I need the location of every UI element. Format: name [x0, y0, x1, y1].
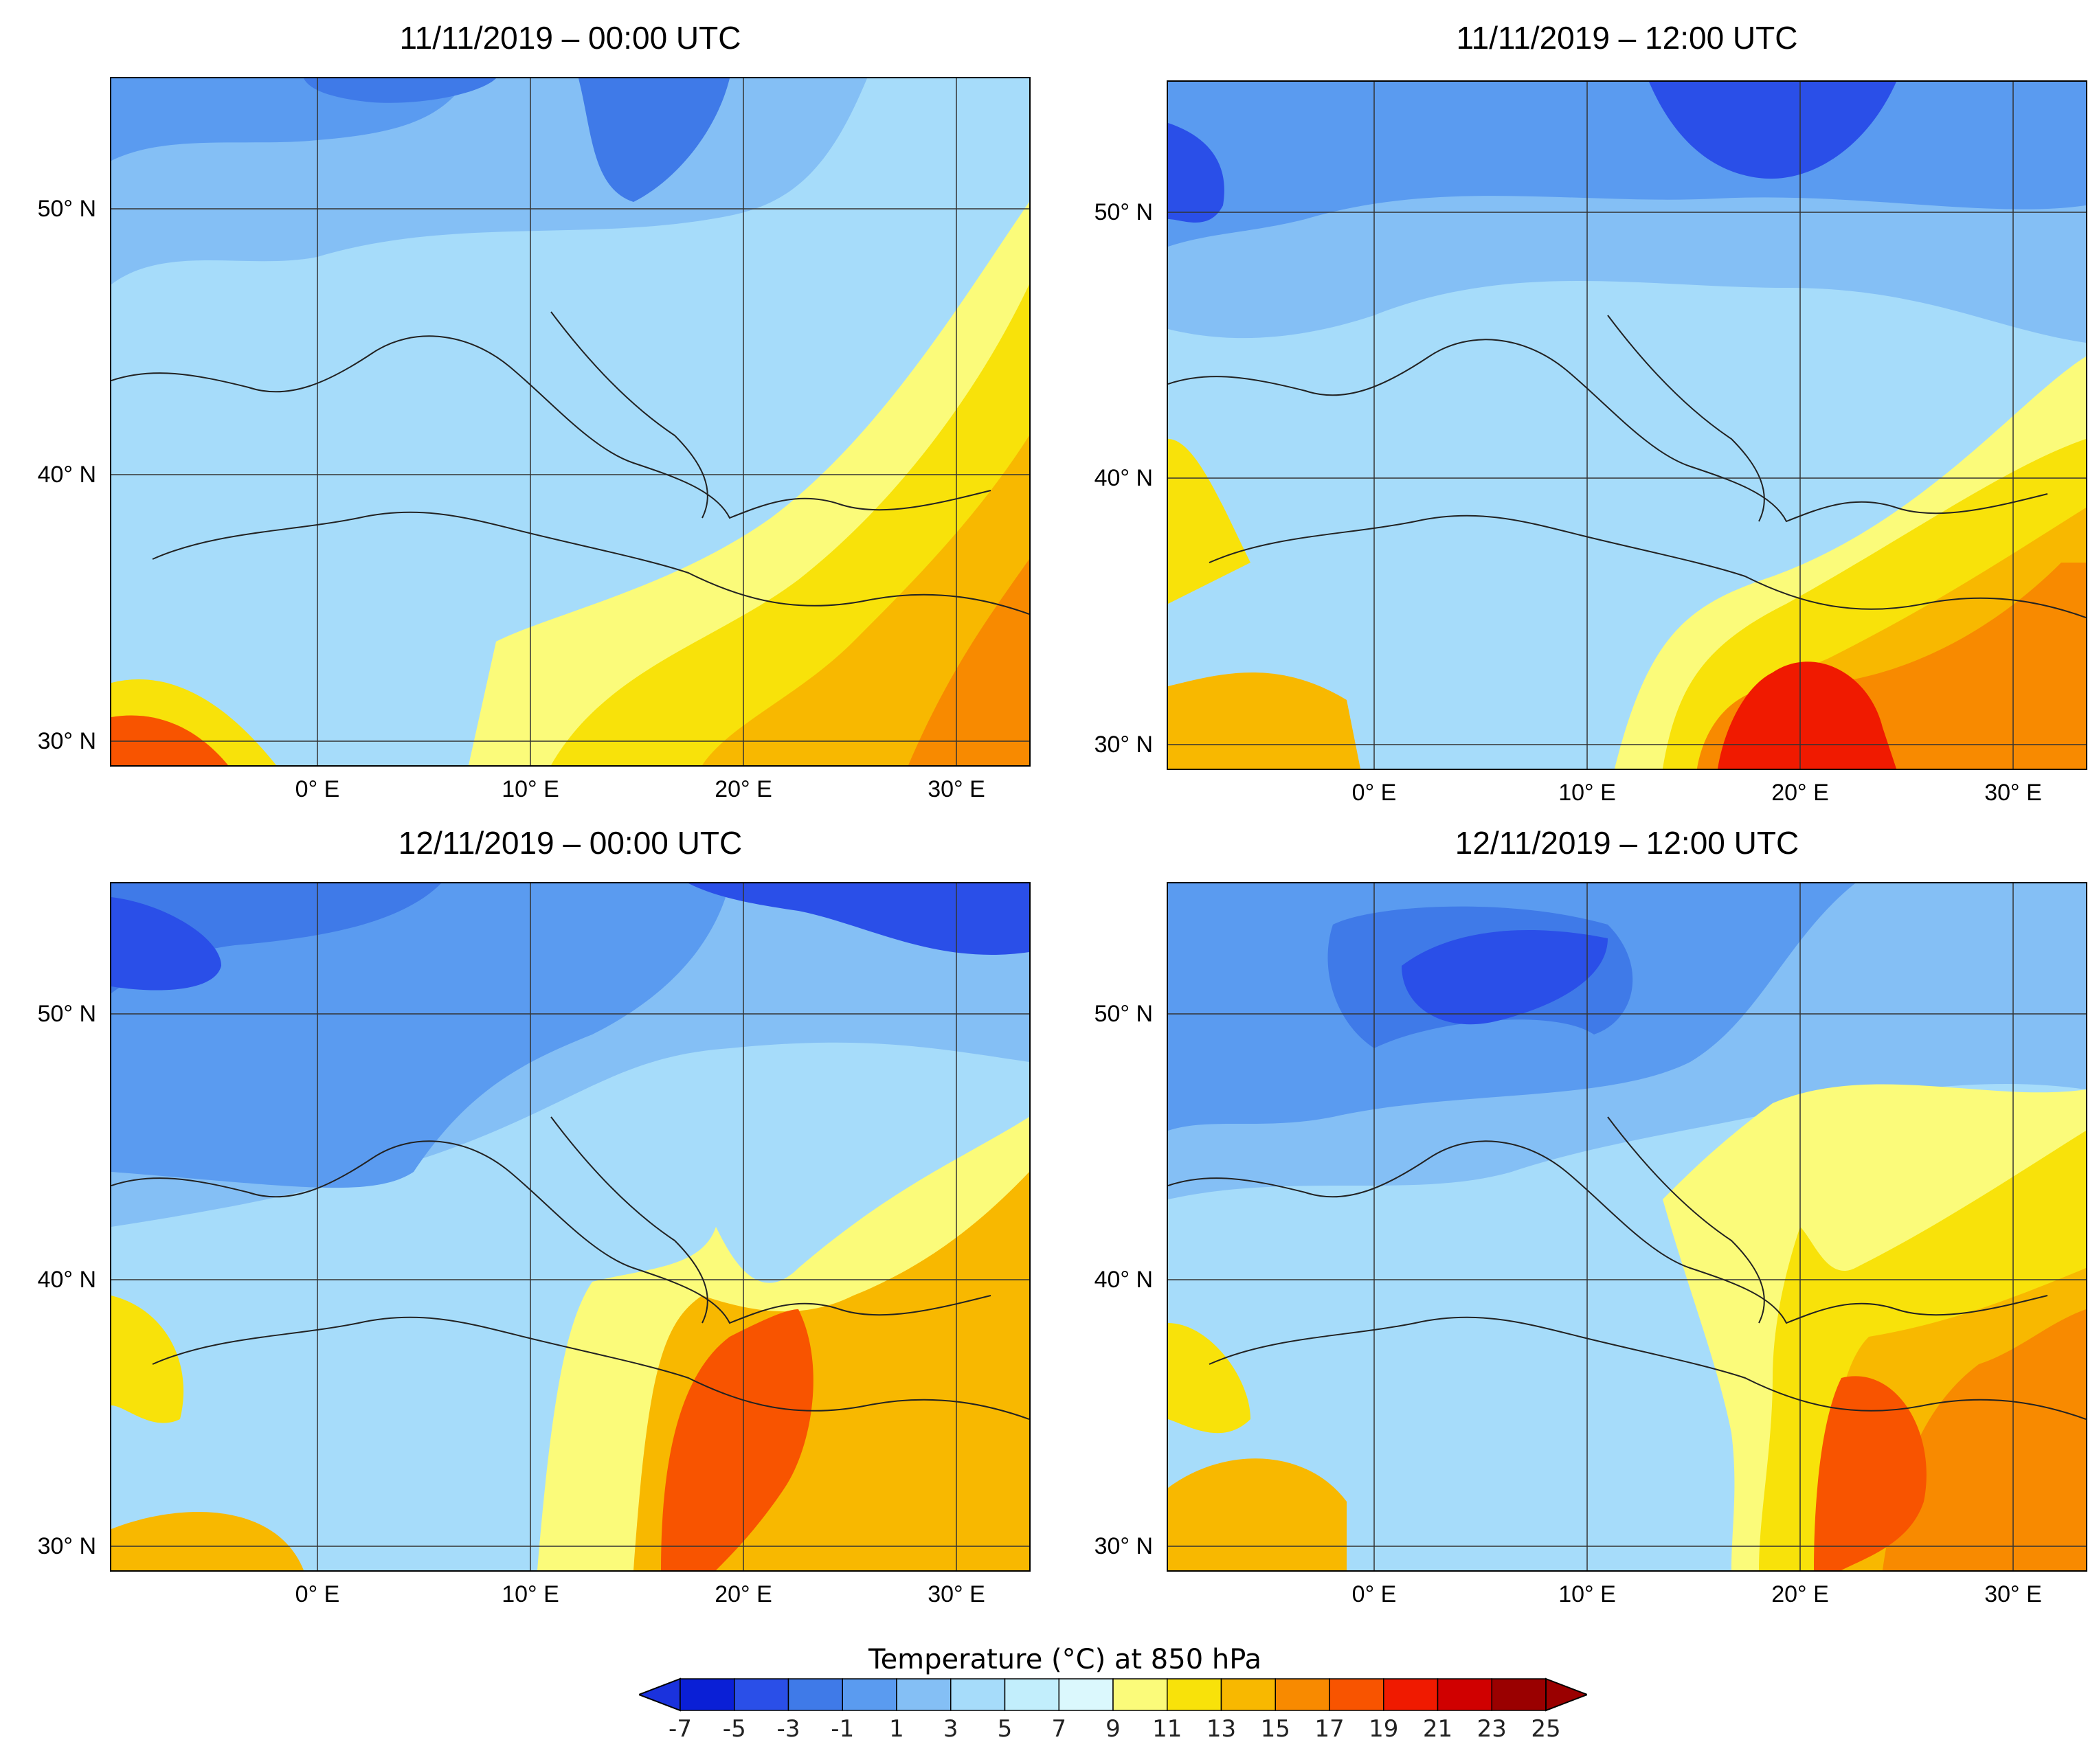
map-panel-3: [110, 882, 1031, 1572]
lon-label-0e-p2: 0° E: [1351, 780, 1397, 806]
lat-label-30n-p1: 30° N: [37, 728, 96, 754]
lat-label-50n-p3: 50° N: [37, 1001, 96, 1027]
lon-label-30e-p2: 30° E: [1984, 780, 2042, 806]
legend-tick-label: 15: [1260, 1715, 1290, 1743]
lat-label-40n-p2: 40° N: [1094, 465, 1153, 491]
legend-tick-label: -1: [831, 1715, 855, 1743]
colorbar-segment: [1275, 1678, 1330, 1711]
legend-tick-label: -7: [669, 1715, 692, 1743]
colorbar: [639, 1677, 1587, 1712]
map-panel-1: [110, 77, 1031, 767]
lon-label-30e-p3: 30° E: [928, 1581, 985, 1607]
lon-label-10e-p2: 10° E: [1558, 780, 1616, 806]
colorbar-segment: [680, 1678, 735, 1711]
legend-tick-label: 13: [1206, 1715, 1237, 1743]
colorbar-segment: [1112, 1678, 1168, 1711]
map-panel-4: [1167, 882, 2087, 1572]
legend-title: Temperature (°C) at 850 hPa: [868, 1644, 1262, 1675]
lat-label-40n-p4: 40° N: [1094, 1267, 1153, 1293]
lat-label-30n-p3: 30° N: [37, 1533, 96, 1559]
colorbar-segment: [896, 1678, 952, 1711]
lat-label-40n-p3: 40° N: [37, 1267, 96, 1293]
colorbar-segment: [787, 1678, 843, 1711]
legend-tick-label: 19: [1369, 1715, 1399, 1743]
lon-label-30e-p4: 30° E: [1984, 1581, 2042, 1607]
lon-label-0e-p1: 0° E: [295, 776, 340, 802]
colorbar-over-arrow: [1545, 1677, 1587, 1712]
legend-tick-label: 7: [1051, 1715, 1067, 1743]
colorbar-segment: [950, 1678, 1006, 1711]
colorbar-under-arrow: [639, 1677, 681, 1712]
colorbar-segment: [734, 1678, 789, 1711]
lon-label-0e-p3: 0° E: [295, 1581, 340, 1607]
panel-title-2: 11/11/2019 – 12:00 UTC: [1456, 20, 1798, 56]
lon-label-30e-p1: 30° E: [928, 776, 985, 802]
colorbar-segment: [1329, 1678, 1384, 1711]
panel-title-1: 11/11/2019 – 00:00 UTC: [399, 20, 741, 56]
legend-tick-label: 17: [1314, 1715, 1345, 1743]
colorbar-segment: [1437, 1678, 1492, 1711]
lon-label-10e-p3: 10° E: [502, 1581, 559, 1607]
colorbar-segment: [1383, 1678, 1439, 1711]
lat-label-50n-p1: 50° N: [37, 196, 96, 222]
temperature-map-4: [1168, 883, 2086, 1570]
map-panel-2: [1167, 80, 2087, 770]
colorbar-segment: [1058, 1678, 1114, 1711]
lon-label-20e-p2: 20° E: [1771, 780, 1829, 806]
colorbar-segment: [1004, 1678, 1059, 1711]
lon-label-10e-p1: 10° E: [502, 776, 559, 802]
legend-tick-label: 11: [1152, 1715, 1182, 1743]
legend-tick-label: 23: [1477, 1715, 1507, 1743]
lat-label-50n-p4: 50° N: [1094, 1001, 1153, 1027]
lat-label-50n-p2: 50° N: [1094, 199, 1153, 225]
legend-tick-label: 9: [1105, 1715, 1121, 1743]
colorbar-segment: [842, 1678, 897, 1711]
lon-label-20e-p3: 20° E: [715, 1581, 772, 1607]
temperature-map-1: [111, 78, 1029, 765]
panel-title-3: 12/11/2019 – 00:00 UTC: [398, 825, 743, 861]
lat-label-30n-p4: 30° N: [1094, 1533, 1153, 1559]
panel-title-4: 12/11/2019 – 12:00 UTC: [1455, 825, 1799, 861]
colorbar-segment: [1167, 1678, 1222, 1711]
legend-tick-label: 21: [1422, 1715, 1453, 1743]
legend-tick-label: 25: [1531, 1715, 1561, 1743]
legend-tick-label: -3: [776, 1715, 800, 1743]
lat-label-40n-p1: 40° N: [37, 462, 96, 488]
lon-label-10e-p4: 10° E: [1558, 1581, 1616, 1607]
lon-label-20e-p4: 20° E: [1771, 1581, 1829, 1607]
legend-tick-label: -5: [722, 1715, 746, 1743]
legend-tick-label: 1: [889, 1715, 904, 1743]
legend-tick-label: 5: [997, 1715, 1013, 1743]
lon-label-0e-p4: 0° E: [1351, 1581, 1397, 1607]
temperature-map-3: [111, 883, 1029, 1570]
temperature-map-2: [1168, 82, 2086, 769]
colorbar-segment: [1491, 1678, 1547, 1711]
lon-label-20e-p1: 20° E: [715, 776, 772, 802]
legend-tick-label: 3: [943, 1715, 958, 1743]
colorbar-segment: [1220, 1678, 1276, 1711]
lat-label-30n-p2: 30° N: [1094, 732, 1153, 758]
